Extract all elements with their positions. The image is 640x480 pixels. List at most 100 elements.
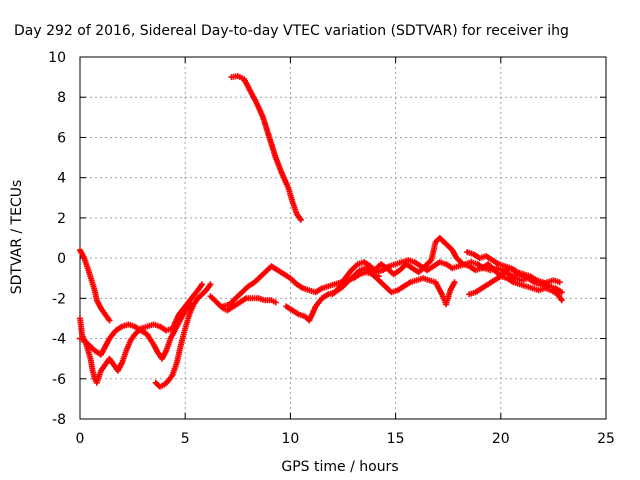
- data-point: [327, 285, 330, 288]
- data-point: [104, 345, 107, 348]
- data-point: [434, 281, 437, 284]
- data-point: [505, 277, 509, 280]
- data-point: [291, 309, 294, 312]
- data-point: [257, 297, 261, 300]
- data-point: [209, 295, 212, 298]
- data-point: [404, 262, 408, 266]
- data-point: [165, 329, 168, 332]
- data-point: [287, 186, 290, 189]
- data-point: [83, 256, 86, 260]
- data-point: [274, 301, 277, 304]
- data-point: [245, 297, 248, 300]
- data-point: [99, 307, 103, 310]
- x-tick-label: 5: [181, 431, 190, 447]
- data-point: [179, 343, 183, 346]
- data-point: [503, 270, 507, 274]
- data-point: [425, 268, 429, 272]
- data-point: [156, 351, 160, 354]
- data-point: [552, 279, 555, 282]
- data-point: [453, 281, 456, 284]
- data-point: [554, 287, 557, 290]
- plot-frame: [79, 56, 607, 420]
- data-point: [362, 260, 366, 264]
- data-point: [400, 260, 404, 264]
- data-point: [93, 377, 96, 380]
- data-point: [432, 264, 435, 268]
- data-point: [474, 268, 477, 272]
- data-point: [314, 291, 317, 294]
- data-point: [83, 339, 86, 342]
- data-point: [78, 337, 82, 340]
- data-point: [120, 361, 124, 364]
- data-point: [91, 369, 94, 372]
- data-point: [171, 373, 174, 376]
- data-point: [390, 291, 393, 294]
- data-point: [331, 293, 334, 296]
- data-point: [200, 293, 204, 296]
- data-point: [112, 363, 115, 366]
- data-point: [167, 379, 170, 382]
- data-point: [379, 262, 383, 266]
- data-point: [346, 281, 349, 284]
- data-point: [314, 305, 317, 308]
- data-point: [282, 273, 286, 276]
- data-point: [428, 279, 431, 282]
- data-point: [181, 313, 185, 316]
- data-point: [242, 77, 246, 81]
- data-point: [396, 289, 399, 292]
- data-point: [541, 281, 545, 284]
- data-point: [209, 283, 212, 286]
- y-tick-label: -6: [52, 372, 66, 388]
- data-point: [127, 323, 130, 326]
- data-point: [165, 349, 168, 352]
- data-point: [438, 260, 441, 264]
- data-point: [442, 240, 446, 244]
- x-tick-label: 15: [387, 431, 405, 447]
- data-point: [261, 116, 265, 119]
- data-point: [558, 281, 561, 284]
- data-point: [407, 258, 410, 262]
- data-point: [228, 303, 231, 306]
- data-point: [520, 279, 524, 282]
- data-point: [295, 212, 298, 216]
- data-series: [152, 281, 214, 390]
- data-point: [369, 264, 372, 268]
- data-point: [472, 252, 475, 256]
- data-point: [402, 285, 406, 288]
- data-point: [125, 349, 128, 352]
- data-point: [455, 256, 458, 260]
- data-point: [295, 283, 298, 286]
- data-point: [133, 333, 136, 336]
- data-point: [411, 266, 414, 270]
- data-point: [522, 273, 526, 276]
- y-tick-label: -4: [52, 332, 66, 348]
- data-point: [152, 323, 155, 326]
- data-point: [205, 289, 208, 292]
- data-point: [160, 357, 164, 360]
- series-layer: [77, 73, 565, 390]
- x-tick-label: 10: [281, 431, 299, 447]
- data-point: [266, 268, 269, 272]
- data-series: [228, 73, 304, 223]
- data-point: [186, 307, 189, 310]
- data-series: [77, 247, 113, 324]
- data-point: [385, 266, 389, 270]
- data-point: [457, 264, 460, 268]
- data-point: [188, 313, 191, 316]
- data-point: [154, 381, 157, 384]
- data-point: [108, 319, 111, 322]
- data-point: [537, 289, 540, 292]
- data-point: [373, 268, 376, 272]
- data-point: [468, 264, 471, 268]
- data-series: [220, 263, 382, 310]
- data-point: [371, 273, 374, 276]
- y-tick-label: 4: [57, 171, 66, 187]
- data-point: [444, 303, 448, 306]
- data-point: [333, 283, 336, 286]
- data-point: [116, 369, 120, 372]
- data-point: [423, 264, 427, 268]
- data-point: [158, 325, 162, 328]
- data-point: [114, 329, 117, 332]
